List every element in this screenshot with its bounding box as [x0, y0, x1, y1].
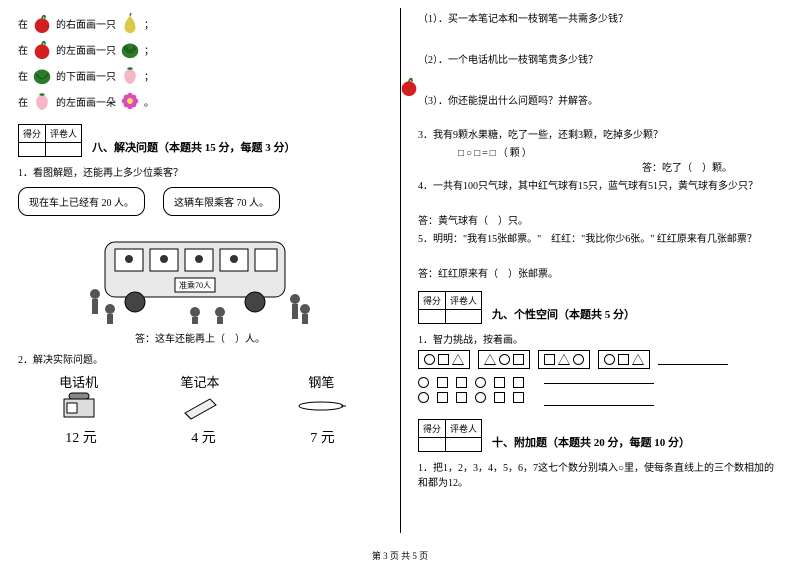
- text: 在: [18, 68, 28, 83]
- draw-exercise: 在 的右面画一只 ； 在 的左面画一只 ；: [18, 12, 382, 112]
- price-pen: 7 元: [310, 427, 335, 447]
- question-5: 5．明明："我有15张邮票。" 红红："我比你少6张。" 红红原来有几张邮票？: [418, 230, 782, 245]
- blank-answer[interactable]: [658, 355, 728, 365]
- grader-cell[interactable]: [46, 143, 82, 157]
- draw-line-4: 在 的左面画一朵 。: [18, 90, 382, 112]
- price-phone: 12 元: [65, 427, 97, 447]
- section-9-title: 九、个性空间（本题共 5 分）: [492, 306, 635, 322]
- equation-3: □○□=□（颗）: [458, 144, 782, 159]
- question-1: 1．看图解题，还能再上多少位乘客？: [18, 164, 382, 179]
- flower-icon: [119, 90, 141, 112]
- shape-group: [598, 350, 650, 369]
- question-10: 1．把1，2，3，4，5，6，7这七个数分别填入○里，使每条直线上的三个数相加的…: [418, 459, 782, 489]
- shape-group: [538, 350, 590, 369]
- answer-5: 答：红红原来有（ ）张邮票。: [418, 265, 782, 280]
- price-notebook: 4 元: [191, 427, 216, 447]
- left-column: 在 的右面画一只 ； 在 的左面画一只 ；: [0, 0, 400, 540]
- text: 在: [18, 16, 28, 31]
- text: ；: [144, 42, 154, 57]
- item-notebook-label: 笔记本: [139, 372, 260, 391]
- score-label: 得分: [419, 292, 446, 310]
- bubble-left: 现在车上已经有 20 人。: [18, 187, 145, 216]
- section-10-title: 十、附加题（本题共 20 分，每题 10 分）: [492, 434, 690, 450]
- grader-cell[interactable]: [446, 310, 482, 324]
- peach-icon: [31, 90, 53, 112]
- sub-q3: （3）．你还能提出什么问题吗？并解答。: [418, 92, 782, 107]
- answer-1: 答：这车还能再上（ ）人。: [18, 330, 382, 345]
- text: ；: [144, 16, 154, 31]
- notebook-icon: [180, 391, 220, 421]
- item-phone-label: 电话机: [18, 372, 139, 391]
- items-row: 电话机 笔记本 钢笔: [18, 372, 382, 425]
- pear-icon: [119, 12, 141, 34]
- peach-icon: [119, 64, 141, 86]
- watermelon-icon: [119, 38, 141, 60]
- bubble-right: 这辆车限乘客 70 人。: [163, 187, 280, 216]
- item-pen-label: 钢笔: [261, 372, 382, 391]
- blank-answer[interactable]: [544, 374, 654, 384]
- page-footer: 第 3 页 共 5 页: [0, 549, 800, 562]
- sub-q1: （1）．买一本笔记本和一枝钢笔一共需多少钱？: [418, 10, 782, 25]
- score-cell[interactable]: [419, 438, 446, 452]
- speech-bubbles: 现在车上已经有 20 人。 这辆车限乘客 70 人。: [18, 187, 382, 216]
- shape-group: [418, 350, 470, 369]
- text: 的下面画一只: [56, 68, 116, 83]
- grader-label: 评卷人: [446, 292, 482, 310]
- text: 在: [18, 94, 28, 109]
- grader-cell[interactable]: [446, 438, 482, 452]
- score-table-9: 得分评卷人: [418, 291, 482, 324]
- score-cell[interactable]: [19, 143, 46, 157]
- column-divider: [400, 8, 401, 533]
- bus-illustration: 准乘70人: [80, 224, 320, 324]
- score-table: 得分评卷人: [18, 124, 82, 157]
- draw-line-3: 在 的下面画一只 ；: [18, 64, 382, 86]
- apple-icon: [31, 12, 53, 34]
- blank-answer[interactable]: [544, 396, 654, 406]
- question-2: 2．解决实际问题。: [18, 351, 382, 366]
- question-9: 1．智力挑战，按着画。: [418, 331, 782, 346]
- price-row: 12 元 4 元 7 元: [18, 427, 382, 447]
- text: ；: [144, 68, 154, 83]
- text: 。: [144, 94, 154, 109]
- score-table-10: 得分评卷人: [418, 419, 482, 452]
- right-column: （1）．买一本笔记本和一枝钢笔一共需多少钱？ （2）．一个电话机比一枝钢笔贵多少…: [400, 0, 800, 540]
- answer-4: 答：黄气球有（ ）只。: [418, 212, 782, 227]
- shape-pattern-row-2: [418, 373, 782, 407]
- score-label: 得分: [19, 125, 46, 143]
- phone-icon: [59, 391, 99, 421]
- apple-icon: [31, 38, 53, 60]
- bus-label-text: 准乘70人: [179, 280, 211, 290]
- question-3: 3．我有9颗水果糖，吃了一些，还剩3颗，吃掉多少颗？: [418, 126, 782, 141]
- draw-line-1: 在 的右面画一只 ；: [18, 12, 382, 34]
- score-cell[interactable]: [419, 310, 446, 324]
- grader-label: 评卷人: [446, 420, 482, 438]
- shape-pattern-row-1: [418, 350, 782, 369]
- watermelon-icon: [31, 64, 53, 86]
- section-8-title: 八、解决问题（本题共 15 分，每题 3 分）: [92, 139, 296, 155]
- apple-decor-icon: [398, 75, 420, 97]
- answer-3: 答：吃了（ ）颗。: [418, 159, 782, 174]
- pen-icon: [296, 391, 346, 421]
- question-4: 4．一共有100只气球，其中红气球有15只，蓝气球有51只，黄气球有多少只？: [418, 177, 782, 192]
- text: 的左面画一朵: [56, 94, 116, 109]
- shape-group: [478, 350, 530, 369]
- text: 的左面画一只: [56, 42, 116, 57]
- draw-line-2: 在 的左面画一只 ；: [18, 38, 382, 60]
- grader-label: 评卷人: [46, 125, 82, 143]
- text: 的右面画一只: [56, 16, 116, 31]
- score-label: 得分: [419, 420, 446, 438]
- text: 在: [18, 42, 28, 57]
- sub-q2: （2）．一个电话机比一枝钢笔贵多少钱？: [418, 51, 782, 66]
